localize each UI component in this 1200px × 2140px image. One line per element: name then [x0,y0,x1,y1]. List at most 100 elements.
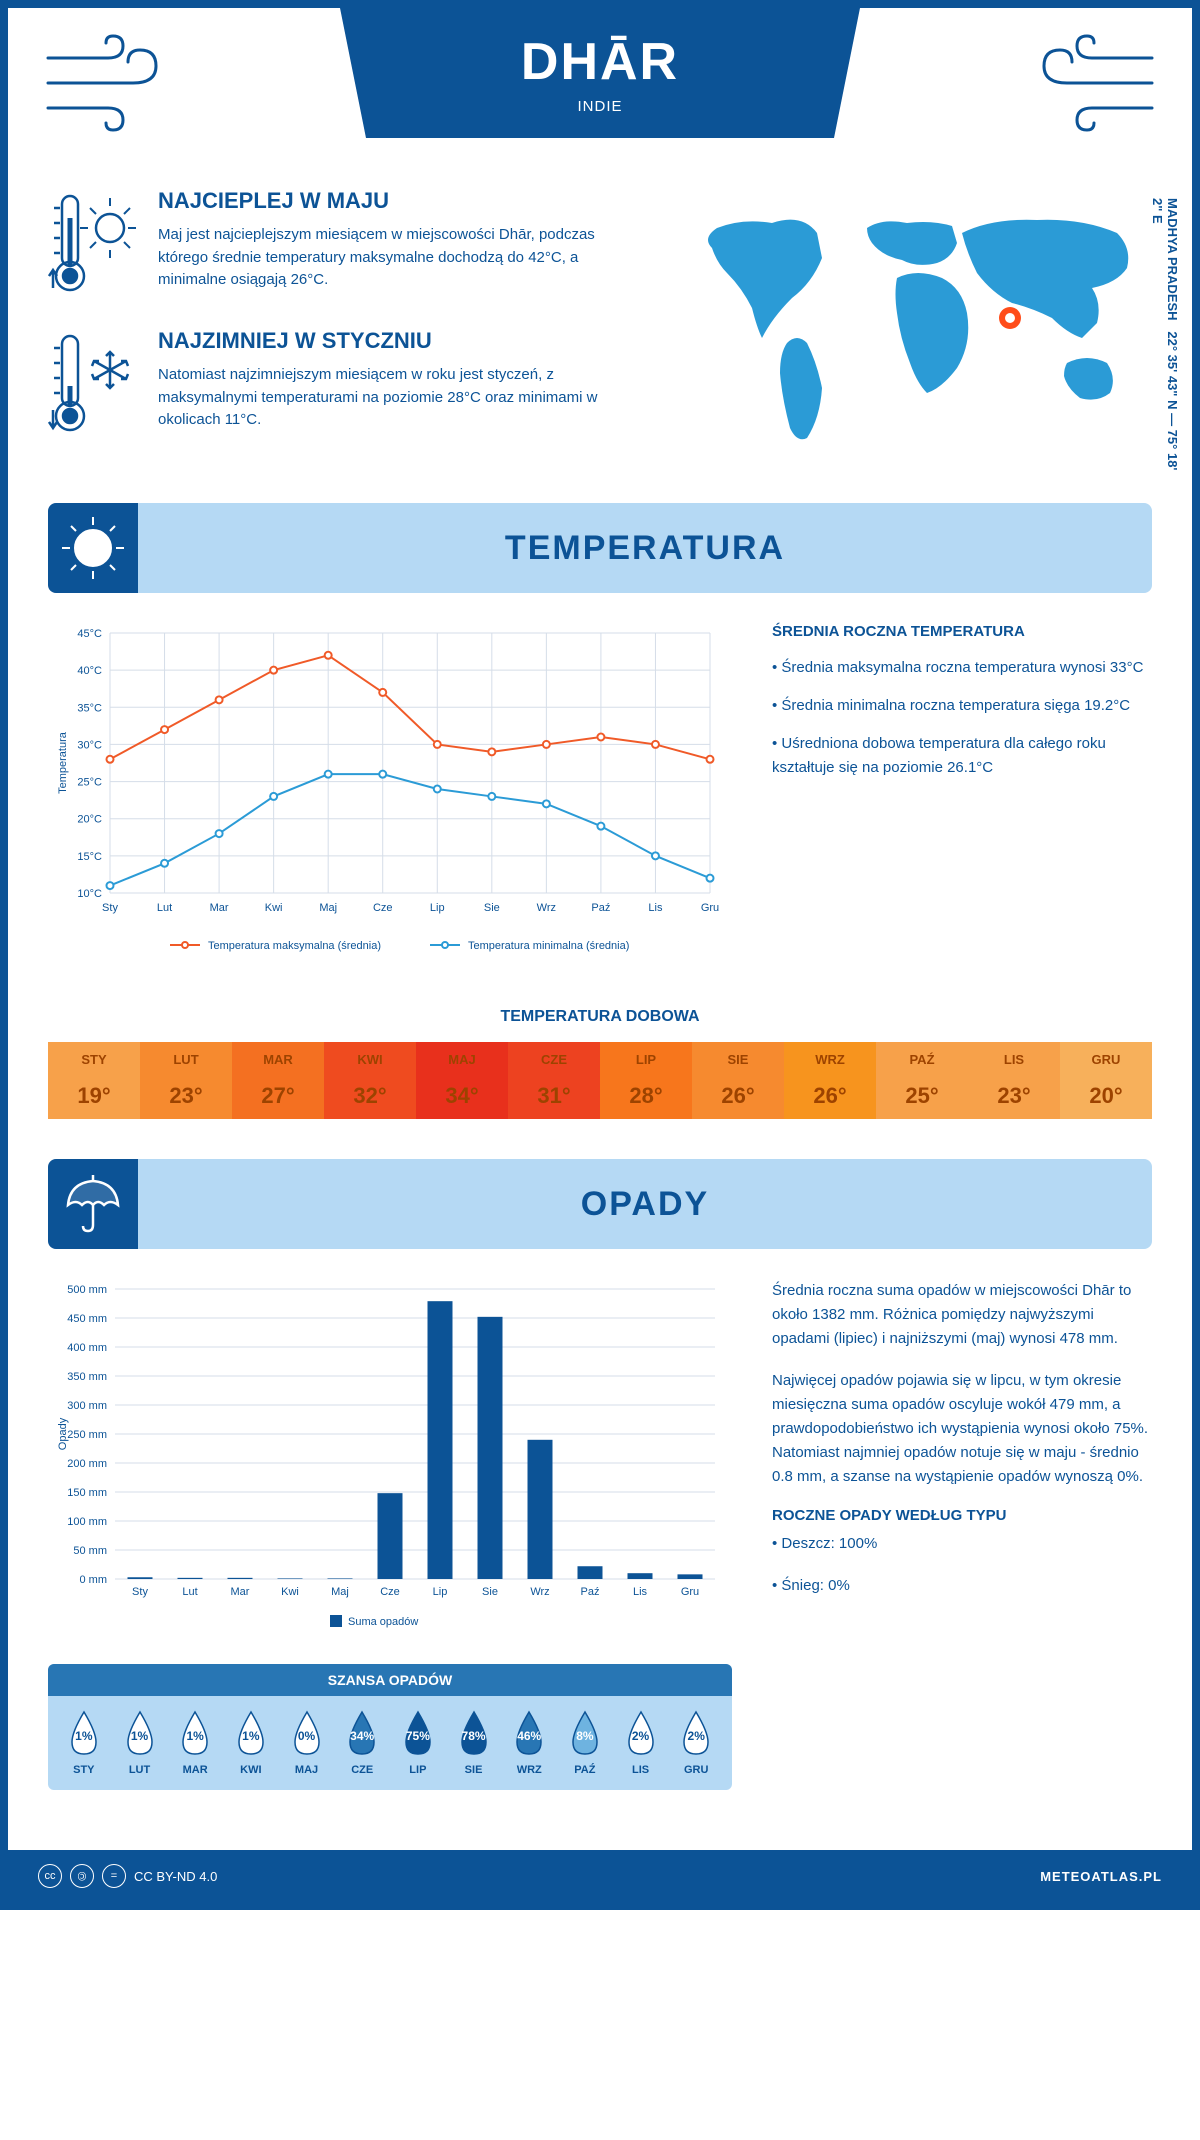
svg-text:45°C: 45°C [77,628,102,640]
svg-text:350 mm: 350 mm [67,1371,107,1383]
chance-cell: 78%SIE [446,1708,502,1776]
chance-cell: 75%LIP [390,1708,446,1776]
header-banner: DHĀR INDIE [340,8,860,138]
cold-title: NAJZIMNIEJ W STYCZNIU [158,328,642,354]
temp-cell: CZE31° [508,1042,600,1119]
svg-text:Maj: Maj [319,902,337,914]
chance-cell: 8%PAŹ [557,1708,613,1776]
temperature-title: TEMPERATURA [138,529,1152,568]
temp-cell: LIS23° [968,1042,1060,1119]
svg-text:Maj: Maj [331,1586,349,1598]
svg-text:300 mm: 300 mm [67,1400,107,1412]
temperature-info: ŚREDNIA ROCZNA TEMPERATURA • Średnia mak… [772,623,1152,968]
chance-cell: 1%KWI [223,1708,279,1776]
svg-text:Wrz: Wrz [537,902,556,914]
hot-month-block: NAJCIEPLEJ W MAJU Maj jest najcieplejszy… [48,188,642,298]
svg-text:Lip: Lip [433,1586,448,1598]
cold-text: Natomiast najzimniejszym miesiącem w rok… [158,364,642,432]
temp-cell: LUT23° [140,1042,232,1119]
svg-text:150 mm: 150 mm [67,1487,107,1499]
coordinates: MADHYA PRADESH 22° 35' 43" N — 75° 18' 2… [1150,198,1180,473]
info-row: NAJCIEPLEJ W MAJU Maj jest najcieplejszy… [48,188,1152,473]
svg-text:Lis: Lis [648,902,663,914]
svg-text:Cze: Cze [380,1586,400,1598]
svg-text:Temperatura: Temperatura [57,731,69,794]
svg-text:Lis: Lis [633,1586,648,1598]
temp-cell: PAŹ25° [876,1042,968,1119]
temp-info-title: ŚREDNIA ROCZNA TEMPERATURA [772,623,1152,640]
svg-text:Lip: Lip [430,902,445,914]
daily-temp-title: TEMPERATURA DOBOWA [48,1008,1152,1026]
svg-text:Lut: Lut [157,902,172,914]
wind-icon [38,28,168,143]
svg-text:250 mm: 250 mm [67,1429,107,1441]
chance-title: SZANSA OPADÓW [48,1664,732,1696]
svg-text:Suma opadów: Suma opadów [348,1616,418,1628]
footer: cc 🄯 = CC BY-ND 4.0 METEOATLAS.PL [8,1850,1192,1902]
svg-text:Paź: Paź [581,1586,600,1598]
svg-text:Sie: Sie [484,902,500,914]
daily-temp-table: STY19°LUT23°MAR27°KWI32°MAJ34°CZE31°LIP2… [48,1042,1152,1119]
precipitation-section-header: OPADY [48,1159,1152,1249]
svg-text:0 mm: 0 mm [80,1574,108,1586]
svg-text:Gru: Gru [681,1586,699,1598]
precipitation-info: Średnia roczna suma opadów w miejscowośc… [772,1279,1152,1790]
hot-title: NAJCIEPLEJ W MAJU [158,188,642,214]
page-title: DHĀR [521,32,679,92]
header: DHĀR INDIE [8,8,1192,158]
svg-text:Temperatura minimalna (średnia: Temperatura minimalna (średnia) [468,940,629,952]
svg-text:Kwi: Kwi [265,902,283,914]
world-map: MADHYA PRADESH 22° 35' 43" N — 75° 18' 2… [672,188,1152,473]
precip-type-title: ROCZNE OPADY WEDŁUG TYPU [772,1507,1152,1524]
svg-text:Paź: Paź [591,902,610,914]
svg-text:Opady: Opady [57,1417,69,1450]
by-icon: 🄯 [70,1864,94,1888]
temperature-section-header: TEMPERATURA [48,503,1152,593]
svg-text:35°C: 35°C [77,702,102,714]
precipitation-title: OPADY [138,1185,1152,1224]
svg-text:Gru: Gru [701,902,719,914]
svg-text:Mar: Mar [231,1586,250,1598]
svg-text:500 mm: 500 mm [67,1284,107,1296]
temp-cell: LIP28° [600,1042,692,1119]
svg-text:Sie: Sie [482,1586,498,1598]
chance-cell: 46%WRZ [501,1708,557,1776]
chance-cell: 1%LUT [112,1708,168,1776]
precipitation-chance-box: SZANSA OPADÓW 1%STY1%LUT1%MAR1%KWI0%MAJ3… [48,1664,732,1790]
svg-text:450 mm: 450 mm [67,1313,107,1325]
svg-text:100 mm: 100 mm [67,1516,107,1528]
svg-text:Mar: Mar [210,902,229,914]
svg-text:30°C: 30°C [77,739,102,751]
hot-text: Maj jest najcieplejszym miesiącem w miej… [158,224,642,292]
temperature-chart: 10°C15°C20°C25°C30°C35°C40°C45°CStyLutMa… [48,623,732,968]
svg-text:Sty: Sty [132,1586,148,1598]
svg-text:Cze: Cze [373,902,393,914]
thermometer-sun-icon [48,188,138,298]
svg-text:40°C: 40°C [77,665,102,677]
svg-text:20°C: 20°C [77,814,102,826]
chance-cell: 2%GRU [668,1708,724,1776]
nd-icon: = [102,1864,126,1888]
chance-cell: 34%CZE [334,1708,390,1776]
chance-cell: 0%MAJ [279,1708,335,1776]
chance-cell: 1%STY [56,1708,112,1776]
precipitation-chart: 0 mm 50 mm 100 mm 150 mm 200 mm 250 mm 300 mm 3… [48,1279,732,1644]
site-name: METEOATLAS.PL [1040,1869,1162,1884]
wind-icon [1032,28,1162,143]
svg-text:15°C: 15°C [77,851,102,863]
temp-cell: MAJ34° [416,1042,508,1119]
svg-text:200 mm: 200 mm [67,1458,107,1470]
thermometer-snow-icon [48,328,138,438]
svg-text:Wrz: Wrz [530,1586,549,1598]
svg-text:400 mm: 400 mm [67,1342,107,1354]
chance-cell: 1%MAR [167,1708,223,1776]
svg-text:Kwi: Kwi [281,1586,299,1598]
svg-text:Sty: Sty [102,902,118,914]
temp-cell: STY19° [48,1042,140,1119]
temp-cell: SIE26° [692,1042,784,1119]
umbrella-icon [48,1159,138,1249]
svg-text:Temperatura maksymalna (średni: Temperatura maksymalna (średnia) [208,940,381,952]
temp-cell: MAR27° [232,1042,324,1119]
svg-text:10°C: 10°C [77,888,102,900]
svg-text:50 mm: 50 mm [73,1545,107,1557]
